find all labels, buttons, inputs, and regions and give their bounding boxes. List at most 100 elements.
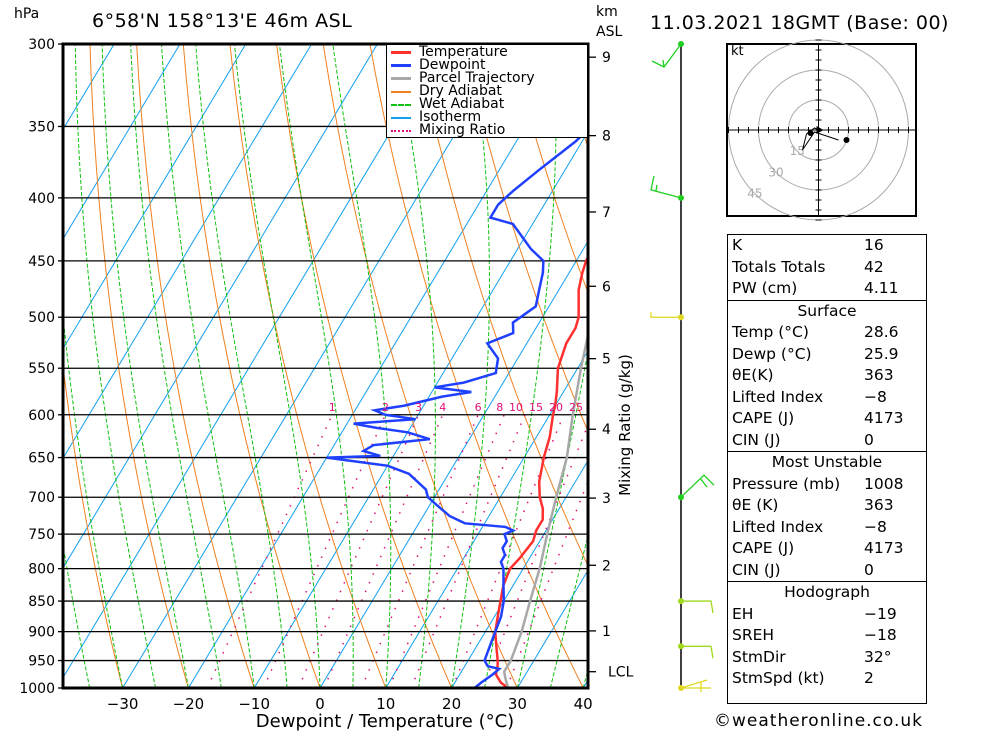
index-row: θE(K) 363 <box>728 365 926 387</box>
height-tick-label: 5 <box>602 352 611 368</box>
index-row: θE (K) 363 <box>728 495 926 517</box>
legend-label: Isotherm <box>419 109 482 125</box>
index-label: θE(K) <box>732 366 774 384</box>
mixing-ratio-axis-title: Mixing Ratio (g/kg) <box>616 354 634 496</box>
indices-panel: K 16 Totals Totals 42 PW (cm) 4.11 Surface Tem… <box>727 234 927 704</box>
wet-adiabat-line <box>130 44 222 688</box>
isotherm-line <box>385 350 588 688</box>
temperature-tick-label: 20 <box>442 695 461 713</box>
index-row: SREH −18 <box>728 625 926 647</box>
background-lines <box>63 44 1000 688</box>
wind-barbs <box>650 41 715 692</box>
index-value: 2 <box>864 669 874 687</box>
pressure-tick-label: 650 <box>28 451 55 467</box>
index-value: 4.11 <box>864 279 899 297</box>
profiles <box>326 44 588 688</box>
mixing-ratio-label: 6 <box>475 401 482 414</box>
legend-swatch <box>391 129 411 132</box>
index-value: 363 <box>864 366 894 384</box>
temperature-tick-label: 30 <box>508 695 527 713</box>
temperature-tick-label: 10 <box>376 695 395 713</box>
pressure-tick-label: 850 <box>28 594 55 610</box>
index-label: CAPE (J) <box>732 539 795 557</box>
pressure-tick-label: 1000 <box>19 681 55 697</box>
hodograph-unit: kt <box>731 44 744 59</box>
pressure-tick-label: 400 <box>28 191 55 207</box>
hodograph: 15 30 45 <box>726 39 917 221</box>
wind-barb <box>680 474 715 498</box>
index-row: Pressure (mb) 1008 <box>728 474 926 496</box>
pressure-tick-label: 700 <box>28 490 55 506</box>
index-row: Lifted Index −8 <box>728 517 926 539</box>
legend-swatch <box>391 64 411 67</box>
mixing-ratio-line <box>206 414 333 688</box>
temperature-line <box>494 44 588 688</box>
index-label: EH <box>732 604 754 623</box>
mixing-ratio-label: 8 <box>496 401 503 414</box>
hodograph-end-point <box>843 137 850 143</box>
parcel-trajectory-line <box>502 329 588 688</box>
isotherm-line <box>63 44 247 350</box>
wind-barb <box>680 679 711 692</box>
index-label: θE (K) <box>732 496 779 514</box>
wind-barb <box>650 312 681 318</box>
index-label: PW (cm) <box>732 279 798 297</box>
isotherm-line <box>63 44 378 569</box>
isotherm-line <box>63 44 444 679</box>
mixing-ratio-line <box>323 414 444 688</box>
mixing-ratio-label: 20 <box>549 401 563 414</box>
mixing-ratio-label: 25 <box>569 401 583 414</box>
index-row: EH −19 <box>728 604 926 626</box>
mixing-ratio-line <box>388 414 505 688</box>
legend-label: Temperature <box>419 44 508 60</box>
pressure-tick-label: 300 <box>28 37 55 53</box>
index-label: K <box>732 236 743 254</box>
dry-adiabat-line <box>509 44 588 295</box>
isotherm-line <box>63 44 115 131</box>
pressure-axis: 300 350 400 450 500 550 600 650 700 750 800 850 900 9… <box>19 37 63 697</box>
pressure-tick-label: 800 <box>28 562 55 578</box>
hodograph-ring-label: 15 <box>790 144 805 158</box>
index-row: CIN (J) 0 <box>728 560 926 582</box>
location-title: 6°58'N 158°13'E 46m ASL <box>92 10 353 32</box>
index-row: Totals Totals 42 <box>728 257 926 279</box>
dry-adiabat-line <box>276 44 453 688</box>
hodograph-ring-label: 30 <box>768 165 783 179</box>
temperature-tick-label: 0 <box>315 695 325 713</box>
height-tick-label: 6 <box>602 279 611 295</box>
index-row: Dewp (°C) 25.9 <box>728 344 926 366</box>
pressure-gridlines <box>63 43 588 689</box>
temperature-tick-label: −20 <box>173 695 205 713</box>
index-label: Temp (°C) <box>732 323 809 341</box>
index-value: 32° <box>864 647 892 666</box>
mixing-ratio-labels: 1 2 3 4 6 8 10 15 20 25 <box>329 401 583 414</box>
height-unit-label-asl: ASL <box>596 24 623 40</box>
height-tick-label: 2 <box>602 558 611 574</box>
index-value: 25.9 <box>864 344 899 363</box>
most-unstable-indices: Most Unstable Pressure (mb) 1008 θE (K) 363 L… <box>728 452 926 582</box>
legend-item: Dewpoint <box>387 58 587 72</box>
legend-item: Isotherm <box>387 109 587 125</box>
dry-adiabat-line <box>976 44 1000 688</box>
height-tick-label: 4 <box>602 422 611 438</box>
index-value: −8 <box>864 387 887 406</box>
index-label: Lifted Index <box>732 387 824 406</box>
wet-adiabat-line <box>451 44 490 688</box>
wind-barb <box>681 600 714 614</box>
copyright-link[interactable]: ©weatheronline.co.uk <box>714 711 924 731</box>
index-label: CIN (J) <box>732 560 781 579</box>
index-value: −8 <box>864 517 887 536</box>
legend-item: Wet Adiabat <box>387 97 587 111</box>
index-value: 28.6 <box>864 323 899 341</box>
index-row: StmSpd (kt) 2 <box>728 668 926 690</box>
temperature-tick-label: 40 <box>574 695 593 713</box>
legend-item: Parcel Trajectory <box>387 71 587 85</box>
index-row: CIN (J) 0 <box>728 430 926 452</box>
index-value: 16 <box>864 236 884 254</box>
dry-adiabat-line <box>136 44 255 688</box>
index-label: StmDir <box>732 647 786 666</box>
index-value: 0 <box>864 430 874 449</box>
wet-adiabat-line <box>484 44 557 688</box>
pressure-tick-label: 600 <box>28 408 55 424</box>
